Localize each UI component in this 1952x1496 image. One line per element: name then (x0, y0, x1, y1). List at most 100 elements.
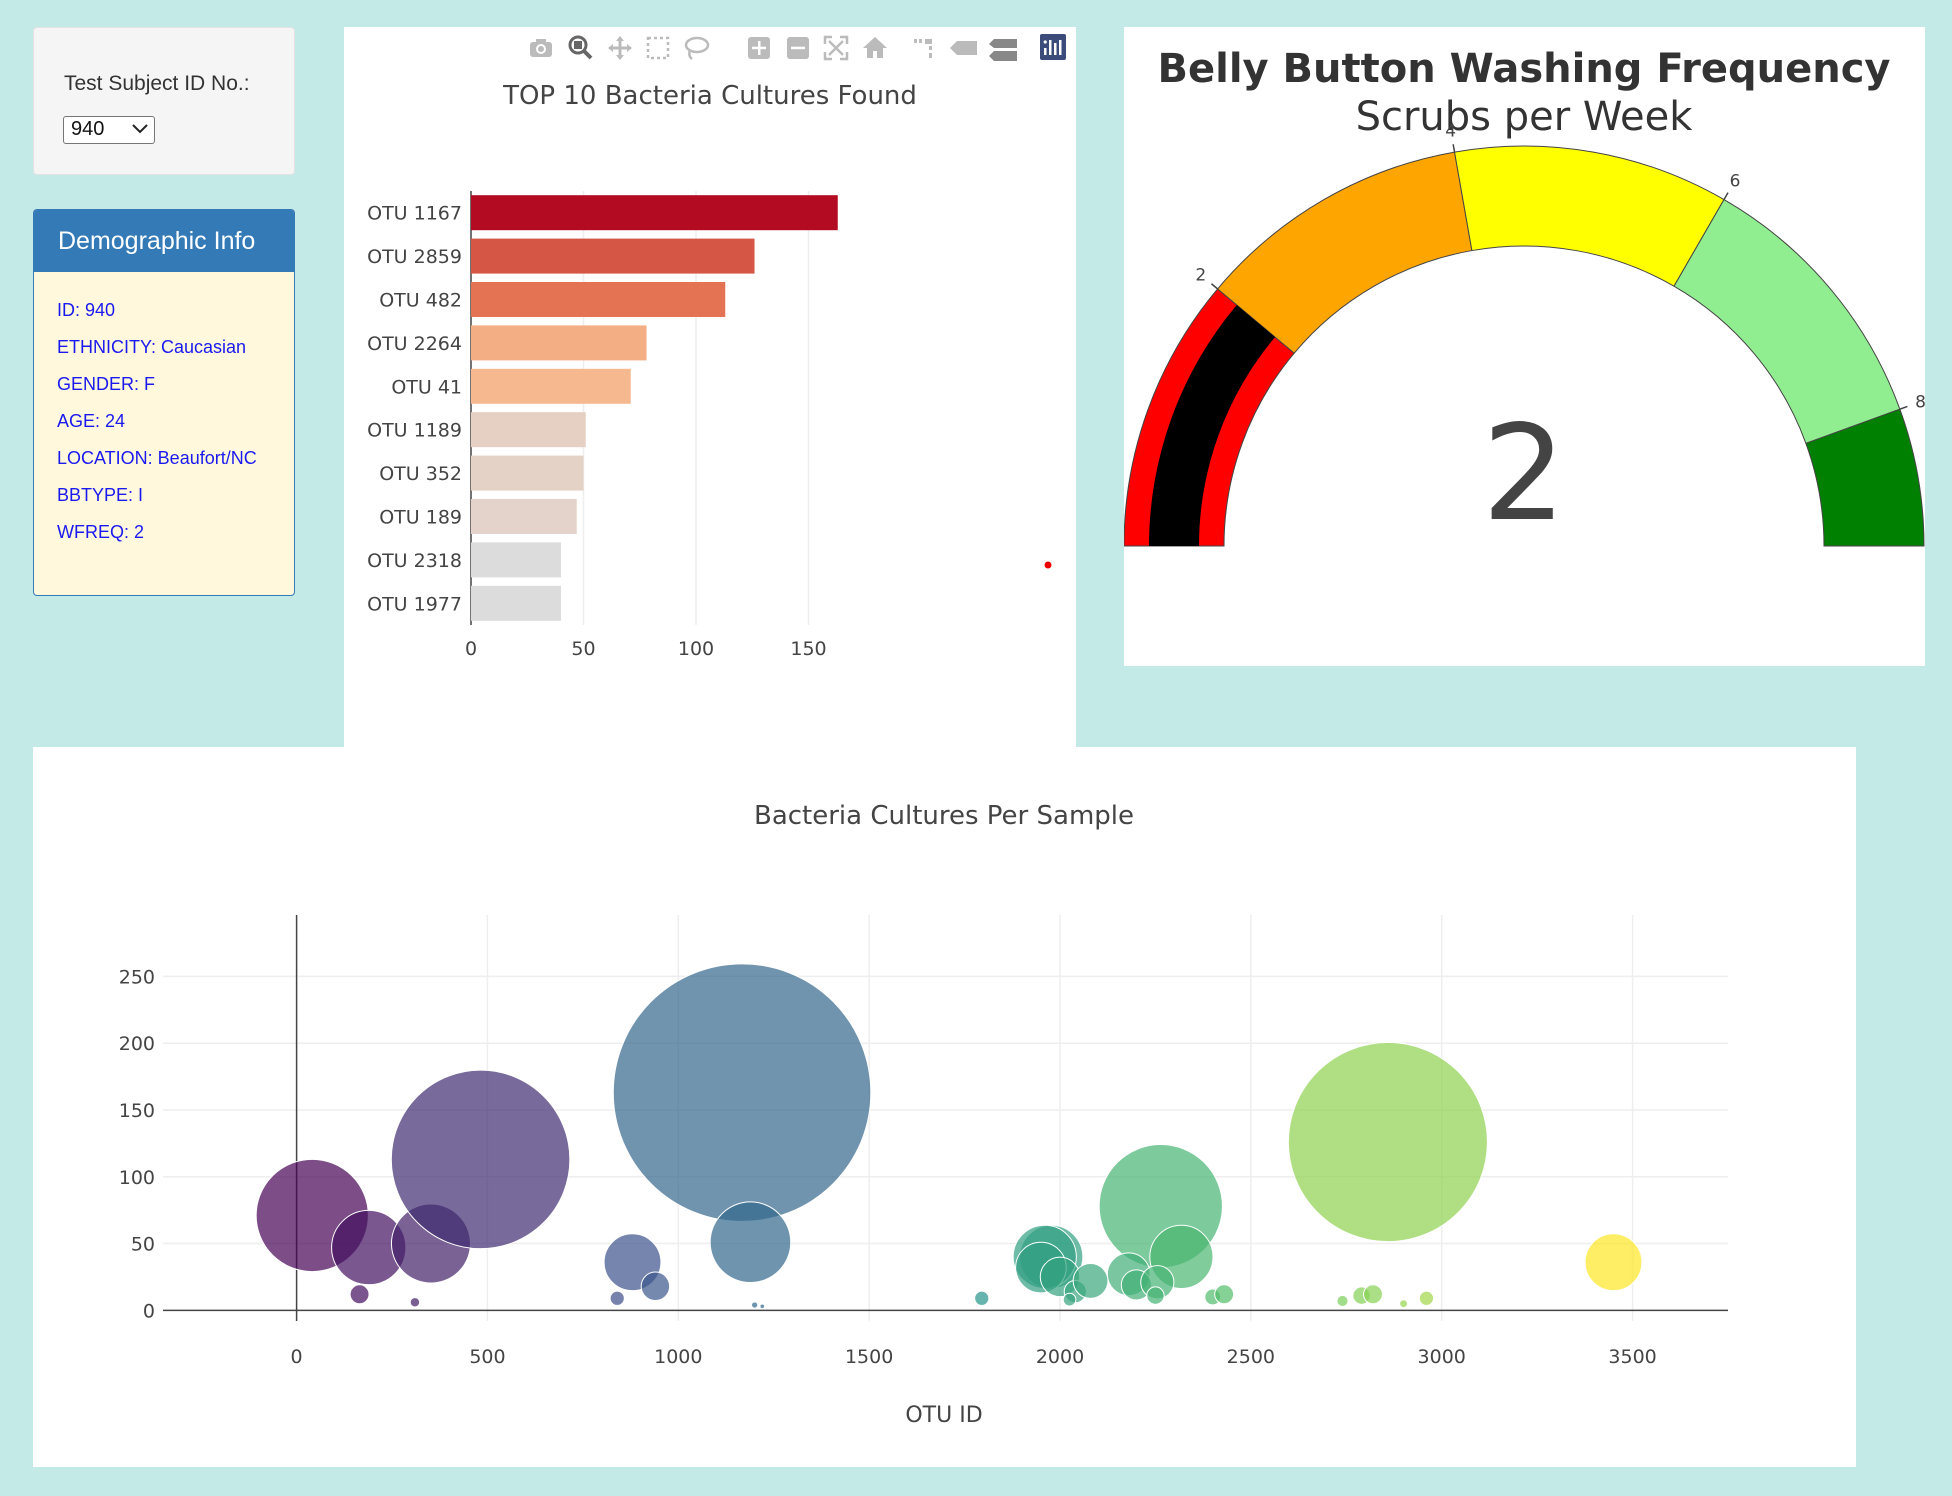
hover-compare-icon[interactable] (989, 39, 1017, 61)
bar-mark[interactable] (471, 455, 584, 491)
zoom-icon[interactable] (568, 35, 593, 60)
bar-mark[interactable] (471, 325, 647, 361)
bar-category-label: OTU 2318 (367, 550, 462, 572)
bubble-x-tick-label: 1500 (845, 1346, 893, 1368)
bar-mark[interactable] (471, 195, 838, 231)
bubble-mark[interactable] (709, 1201, 792, 1283)
lasso-select-icon[interactable] (684, 36, 710, 60)
gauge-title: Belly Button Washing Frequency (1158, 46, 1891, 92)
bar-mark[interactable] (471, 542, 561, 578)
spike-lines-icon[interactable] (914, 39, 932, 58)
bar-x-tick-label: 100 (678, 638, 714, 660)
bubble-mark[interactable] (1072, 1263, 1109, 1299)
bubble-mark[interactable] (1287, 1041, 1488, 1243)
bubble-mark[interactable] (390, 1069, 571, 1250)
hover-closest-icon[interactable] (950, 41, 977, 55)
subject-id-select[interactable]: 940 (63, 116, 155, 144)
bar-x-tick-label: 0 (465, 638, 477, 660)
bubble-y-tick-label: 250 (119, 966, 155, 988)
demo-id: ID: 940 (57, 300, 116, 320)
bar-category-label: OTU 482 (379, 290, 462, 312)
gauge-band (1805, 408, 1925, 547)
subject-id-value: 940 (71, 118, 105, 140)
demo-age: AGE: 24 (57, 411, 126, 431)
bubble-mark[interactable] (750, 1301, 759, 1309)
bubble-y-tick-label: 200 (119, 1033, 155, 1055)
top10-bar-chart: TOP 10 Bacteria Cultures Found OTU 1167 O… (367, 81, 1052, 660)
washing-frequency-gauge: Belly Button Washing Frequency Scrubs pe… (1123, 46, 1926, 551)
bubble-mark[interactable] (1584, 1233, 1643, 1292)
gauge-tick (1723, 192, 1729, 200)
camera-icon[interactable] (530, 39, 552, 57)
red-dot-marker (1044, 561, 1052, 569)
gauge-tick (1210, 283, 1219, 290)
washing-frequency-gauge-panel: Belly Button Washing Frequency Scrubs pe… (1123, 27, 1926, 666)
demographic-info-list: ID: 940 ETHNICITY: Caucasian GENDER: F A… (34, 272, 294, 558)
bubble-mark[interactable] (759, 1303, 766, 1310)
zoom-out-icon[interactable] (787, 37, 809, 59)
bar-category-label: OTU 2264 (367, 333, 462, 355)
bubble-mark[interactable] (974, 1290, 990, 1306)
gauge-tick (1452, 144, 1456, 153)
bar-mark[interactable] (471, 412, 586, 448)
bar-category-label: OTU 189 (379, 507, 462, 529)
bubble-mark[interactable] (1399, 1299, 1408, 1309)
bar-mark[interactable] (471, 585, 561, 621)
bar-category-label: OTU 1167 (367, 203, 462, 225)
bubble-mark[interactable] (1363, 1284, 1383, 1305)
bar-category-label: OTU 1189 (367, 420, 462, 442)
bubble-x-tick-label: 3500 (1608, 1346, 1656, 1368)
bar-chart-title: TOP 10 Bacteria Cultures Found (502, 81, 917, 111)
bubble-mark[interactable] (612, 963, 872, 1222)
subject-selector-panel: Test Subject ID No.: 940 (33, 27, 295, 175)
bubble-mark[interactable] (1336, 1294, 1349, 1307)
bubble-x-tick-label: 0 (291, 1346, 303, 1368)
gauge-band (1453, 145, 1725, 287)
bubble-x-tick-label: 1000 (654, 1346, 702, 1368)
chevron-down-icon (132, 124, 148, 134)
gauge-tick-label: 8 (1915, 393, 1925, 413)
bubble-mark[interactable] (349, 1284, 370, 1305)
bar-category-label: OTU 352 (379, 463, 462, 485)
bubble-y-tick-label: 50 (131, 1234, 155, 1256)
gauge-band (1673, 198, 1901, 445)
subject-selector-label: Test Subject ID No.: (64, 72, 250, 95)
autoscale-icon[interactable] (823, 35, 849, 61)
bubble-mark[interactable] (1062, 1292, 1077, 1307)
demo-location: LOCATION: Beaufort/NC (57, 448, 257, 468)
gauge-value-bar (1149, 304, 1276, 546)
bar-mark[interactable] (471, 368, 631, 404)
zoom-in-icon[interactable] (748, 37, 770, 59)
bar-mark[interactable] (471, 282, 726, 317)
gauge-tick-label: 6 (1730, 172, 1741, 192)
gauge-value: 2 (1482, 397, 1566, 551)
bar-mark[interactable] (471, 499, 577, 534)
pan-icon[interactable] (608, 36, 632, 60)
bubble-mark[interactable] (609, 1290, 625, 1306)
bubble-mark[interactable] (409, 1297, 421, 1308)
bubble-y-tick-label: 0 (143, 1300, 155, 1322)
demographic-info-card: Demographic Info ID: 940 ETHNICITY: Cauc… (33, 209, 295, 596)
bacteria-bubble-chart: Bacteria Cultures Per Sample 0 500 1000 150… (119, 801, 1728, 1428)
bar-x-tick-label: 150 (790, 638, 826, 660)
bubble-chart-title: Bacteria Cultures Per Sample (754, 801, 1134, 831)
bubble-x-tick-label: 3000 (1418, 1346, 1466, 1368)
chart-modebar (530, 34, 1066, 61)
bar-mark[interactable] (471, 238, 755, 274)
demo-gender: GENDER: F (57, 374, 156, 394)
bubble-mark[interactable] (1214, 1284, 1235, 1305)
bubble-mark[interactable] (640, 1271, 671, 1301)
box-select-icon[interactable] (646, 36, 670, 60)
bubble-x-tick-label: 2000 (1036, 1346, 1084, 1368)
bubble-y-tick-label: 100 (119, 1167, 155, 1189)
demo-bbtype: BBTYPE: I (57, 485, 144, 505)
bubble-x-axis-label: OTU ID (905, 1403, 982, 1428)
top10-bar-chart-panel: TOP 10 Bacteria Cultures Found OTU 1167 O… (344, 27, 1076, 747)
reset-axes-icon[interactable] (863, 37, 887, 58)
bubble-mark[interactable] (1418, 1290, 1435, 1306)
plotly-logo-icon[interactable] (1040, 34, 1066, 60)
gauge-tick-label: 2 (1195, 266, 1206, 286)
bubble-mark[interactable] (1146, 1286, 1165, 1305)
gauge-subtitle: Scrubs per Week (1356, 94, 1694, 140)
bar-category-label: OTU 2859 (367, 246, 462, 268)
